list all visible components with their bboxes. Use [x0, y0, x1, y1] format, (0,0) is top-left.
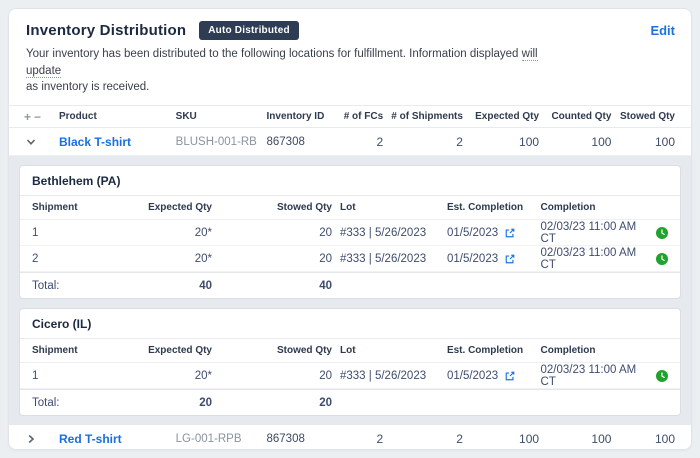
col-lot: Lot [340, 345, 356, 357]
location-name: Bethlehem (PA) [20, 166, 680, 197]
stowed-qty-value: 20 [319, 369, 332, 382]
expected-qty-value: 100 [519, 431, 540, 446]
minus-icon[interactable]: − [34, 109, 45, 124]
expand-collapse-all-icons[interactable]: +− [19, 110, 53, 124]
will-update-underlined-text: will update [26, 48, 538, 78]
col-expected-qty: Expected Qty [475, 111, 540, 123]
total-label: Total: [32, 396, 60, 409]
panel-header: Inventory Distribution Auto Distributed … [9, 9, 691, 105]
plus-icon[interactable]: + [24, 109, 35, 124]
est-completion-date: 01/5/2023 [446, 252, 499, 265]
col-lot: Lot [340, 202, 356, 214]
chevron-down-icon[interactable] [19, 137, 53, 147]
col-shipments: # of Shipments [391, 111, 463, 123]
sku-value: BLUSH-001-RB [175, 135, 257, 148]
counted-qty-value: 100 [591, 134, 612, 149]
product-link[interactable]: Black T-shirt [59, 134, 132, 149]
total-stowed-qty: 20 [319, 396, 332, 409]
lot-value: #333 | 5/26/2023 [340, 369, 427, 382]
shipment-number: 2 [32, 252, 39, 265]
col-inventory-id: Inventory ID [266, 111, 325, 123]
description-text-line2: as inventory is received. [26, 81, 150, 94]
shipments-value: 2 [456, 431, 463, 446]
clock-status-icon [656, 252, 668, 265]
col-est-completion: Est. Completion [446, 345, 524, 357]
shipment-number: 1 [32, 369, 39, 382]
shipment-row: 2 20* 20 #333 | 5/26/2023 01/5/2023 02/0… [20, 246, 680, 273]
shipment-number: 1 [32, 226, 39, 239]
product-link[interactable]: Red T-shirt [59, 431, 122, 446]
shipment-table-header: Shipment Expected Qty Stowed Qty Lot Est… [20, 339, 680, 364]
total-expected-qty: 20 [199, 396, 212, 409]
col-shipment: Shipment [32, 202, 78, 214]
total-label: Total: [32, 279, 60, 292]
location-card-cicero: Cicero (IL) Shipment Expected Qty Stowed… [19, 308, 681, 417]
col-fcs: # of FCs [343, 111, 384, 123]
panel-description: Your inventory has been distributed to t… [26, 46, 574, 96]
col-stowed-qty: Stowed Qty [276, 202, 332, 214]
shipments-value: 2 [456, 134, 463, 149]
shipment-total-row: Total: 20 20 [20, 389, 680, 415]
external-link-icon[interactable] [505, 254, 515, 264]
col-completion: Completion [540, 202, 596, 214]
expected-qty-value: 20* [194, 252, 212, 265]
lot-value: #333 | 5/26/2023 [340, 226, 427, 239]
fcs-value: 2 [376, 134, 384, 149]
inventory-id-value: 867308 [266, 432, 305, 445]
edit-button[interactable]: Edit [650, 23, 675, 38]
col-product: Product [59, 111, 97, 123]
col-expected-qty: Expected Qty [148, 202, 212, 214]
chevron-right-icon[interactable] [19, 434, 53, 444]
lot-value: #333 | 5/26/2023 [340, 252, 427, 265]
location-name: Cicero (IL) [20, 309, 680, 340]
col-stowed-qty: Stowed Qty [619, 111, 675, 123]
stowed-qty-value: 100 [654, 134, 675, 149]
col-completion: Completion [540, 345, 596, 357]
auto-distributed-badge: Auto Distributed [199, 21, 299, 40]
sku-value: LG-001-RPB [175, 432, 242, 445]
completion-datetime: 02/03/23 11:00 AM CT [540, 246, 637, 271]
col-sku: SKU [175, 111, 197, 123]
col-counted-qty: Counted Qty [551, 111, 612, 123]
counted-qty-value: 100 [591, 431, 612, 446]
external-link-icon[interactable] [505, 228, 515, 238]
est-completion-date: 01/5/2023 [446, 369, 499, 382]
col-stowed-qty: Stowed Qty [276, 345, 332, 357]
inventory-id-value: 867308 [266, 135, 305, 148]
shipment-row: 1 20* 20 #333 | 5/26/2023 01/5/2023 02/0… [20, 363, 680, 390]
total-stowed-qty: 40 [319, 279, 332, 292]
clock-status-icon [656, 226, 668, 239]
inventory-distribution-panel: Inventory Distribution Auto Distributed … [8, 8, 692, 450]
completion-datetime: 02/03/23 11:00 AM CT [540, 363, 637, 388]
expected-qty-value: 20* [194, 369, 212, 382]
total-expected-qty: 40 [199, 279, 212, 292]
page-title: Inventory Distribution [26, 22, 187, 39]
location-card-bethlehem: Bethlehem (PA) Shipment Expected Qty Sto… [19, 165, 681, 300]
est-completion-date: 01/5/2023 [446, 226, 499, 239]
fcs-value: 2 [376, 431, 384, 446]
stowed-qty-value: 20 [319, 226, 332, 239]
expected-qty-value: 20* [194, 226, 212, 239]
shipment-total-row: Total: 40 40 [20, 272, 680, 298]
shipment-table-header: Shipment Expected Qty Stowed Qty Lot Est… [20, 196, 680, 221]
clock-status-icon [656, 369, 668, 382]
table-row-black-tshirt[interactable]: Black T-shirt BLUSH-001-RB 867308 2 2 10… [9, 128, 691, 157]
inventory-table-header: +− Product SKU Inventory ID # of FCs # o… [9, 105, 691, 129]
completion-datetime: 02/03/23 11:00 AM CT [540, 220, 637, 245]
col-shipment: Shipment [32, 345, 78, 357]
stowed-qty-value: 100 [654, 431, 675, 446]
col-expected-qty: Expected Qty [148, 345, 212, 357]
table-row-red-tshirt[interactable]: Red T-shirt LG-001-RPB 867308 2 2 100 10… [9, 425, 691, 449]
shipment-row: 1 20* 20 #333 | 5/26/2023 01/5/2023 02/0… [20, 220, 680, 247]
stowed-qty-value: 20 [319, 252, 332, 265]
description-text: Your inventory has been distributed to t… [26, 48, 522, 60]
expected-qty-value: 100 [519, 134, 540, 149]
col-est-completion: Est. Completion [446, 202, 524, 214]
expanded-location-details: Bethlehem (PA) Shipment Expected Qty Sto… [9, 156, 691, 426]
external-link-icon[interactable] [505, 371, 515, 381]
